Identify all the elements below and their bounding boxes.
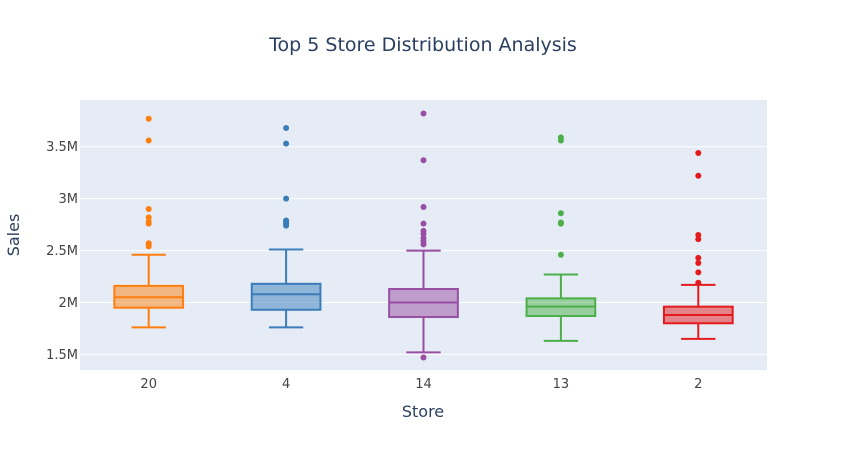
outlier-point[interactable]	[695, 269, 702, 276]
outlier-point[interactable]	[145, 240, 152, 247]
x-tick-label: 13	[553, 377, 570, 392]
box-trace-2	[662, 149, 734, 340]
outlier-point[interactable]	[145, 218, 152, 225]
outlier-point[interactable]	[420, 220, 427, 227]
outlier-point[interactable]	[145, 137, 152, 144]
outlier-point[interactable]	[420, 110, 427, 117]
outlier-point[interactable]	[420, 235, 427, 242]
x-tick-label: 20	[140, 377, 157, 392]
x-axis-title: Store	[402, 402, 444, 421]
y-tick-label: 3M	[59, 192, 79, 207]
outlier-point[interactable]	[283, 195, 290, 202]
outlier-point[interactable]	[145, 115, 152, 122]
outlier-point[interactable]	[557, 134, 564, 141]
outlier-point[interactable]	[695, 279, 702, 286]
box-trace-4	[250, 125, 322, 329]
outlier-point[interactable]	[283, 125, 290, 132]
box-trace-13	[525, 134, 597, 342]
outlier-point[interactable]	[695, 172, 702, 179]
outlier-point[interactable]	[557, 210, 564, 217]
outlier-point[interactable]	[145, 214, 152, 221]
y-axis-title: Sales	[4, 214, 23, 257]
y-tick-label: 3.5M	[46, 140, 78, 155]
x-axis-ticks: 20 4 14 13 2	[140, 377, 702, 392]
outlier-point[interactable]	[557, 219, 564, 226]
box-trace-14	[388, 110, 459, 361]
chart-title: Top 5 Store Distribution Analysis	[268, 34, 577, 56]
x-tick-label: 14	[415, 377, 432, 392]
outlier-point[interactable]	[420, 227, 427, 234]
y-axis-ticks: 1.5M 2M 2.5M 3M 3.5M	[46, 140, 78, 363]
outlier-point[interactable]	[695, 232, 702, 238]
outlier-point[interactable]	[695, 260, 702, 267]
outlier-point[interactable]	[695, 254, 702, 261]
outlier-point[interactable]	[145, 206, 152, 213]
y-tick-label: 2M	[59, 296, 79, 311]
outlier-point[interactable]	[283, 140, 290, 147]
iqr-box[interactable]	[250, 282, 322, 311]
y-tick-label: 2.5M	[46, 244, 78, 259]
outlier-point[interactable]	[695, 149, 702, 156]
box-traces	[113, 110, 734, 361]
outlier-point[interactable]	[420, 354, 427, 361]
outlier-point[interactable]	[283, 217, 290, 224]
y-tick-label: 1.5M	[46, 348, 78, 363]
x-tick-label: 4	[282, 377, 290, 392]
outlier-point[interactable]	[557, 251, 564, 258]
outlier-point[interactable]	[695, 236, 702, 243]
x-tick-label: 2	[694, 377, 702, 392]
outlier-point[interactable]	[420, 203, 427, 210]
outlier-point[interactable]	[420, 157, 427, 164]
box-trace-20	[113, 115, 185, 329]
